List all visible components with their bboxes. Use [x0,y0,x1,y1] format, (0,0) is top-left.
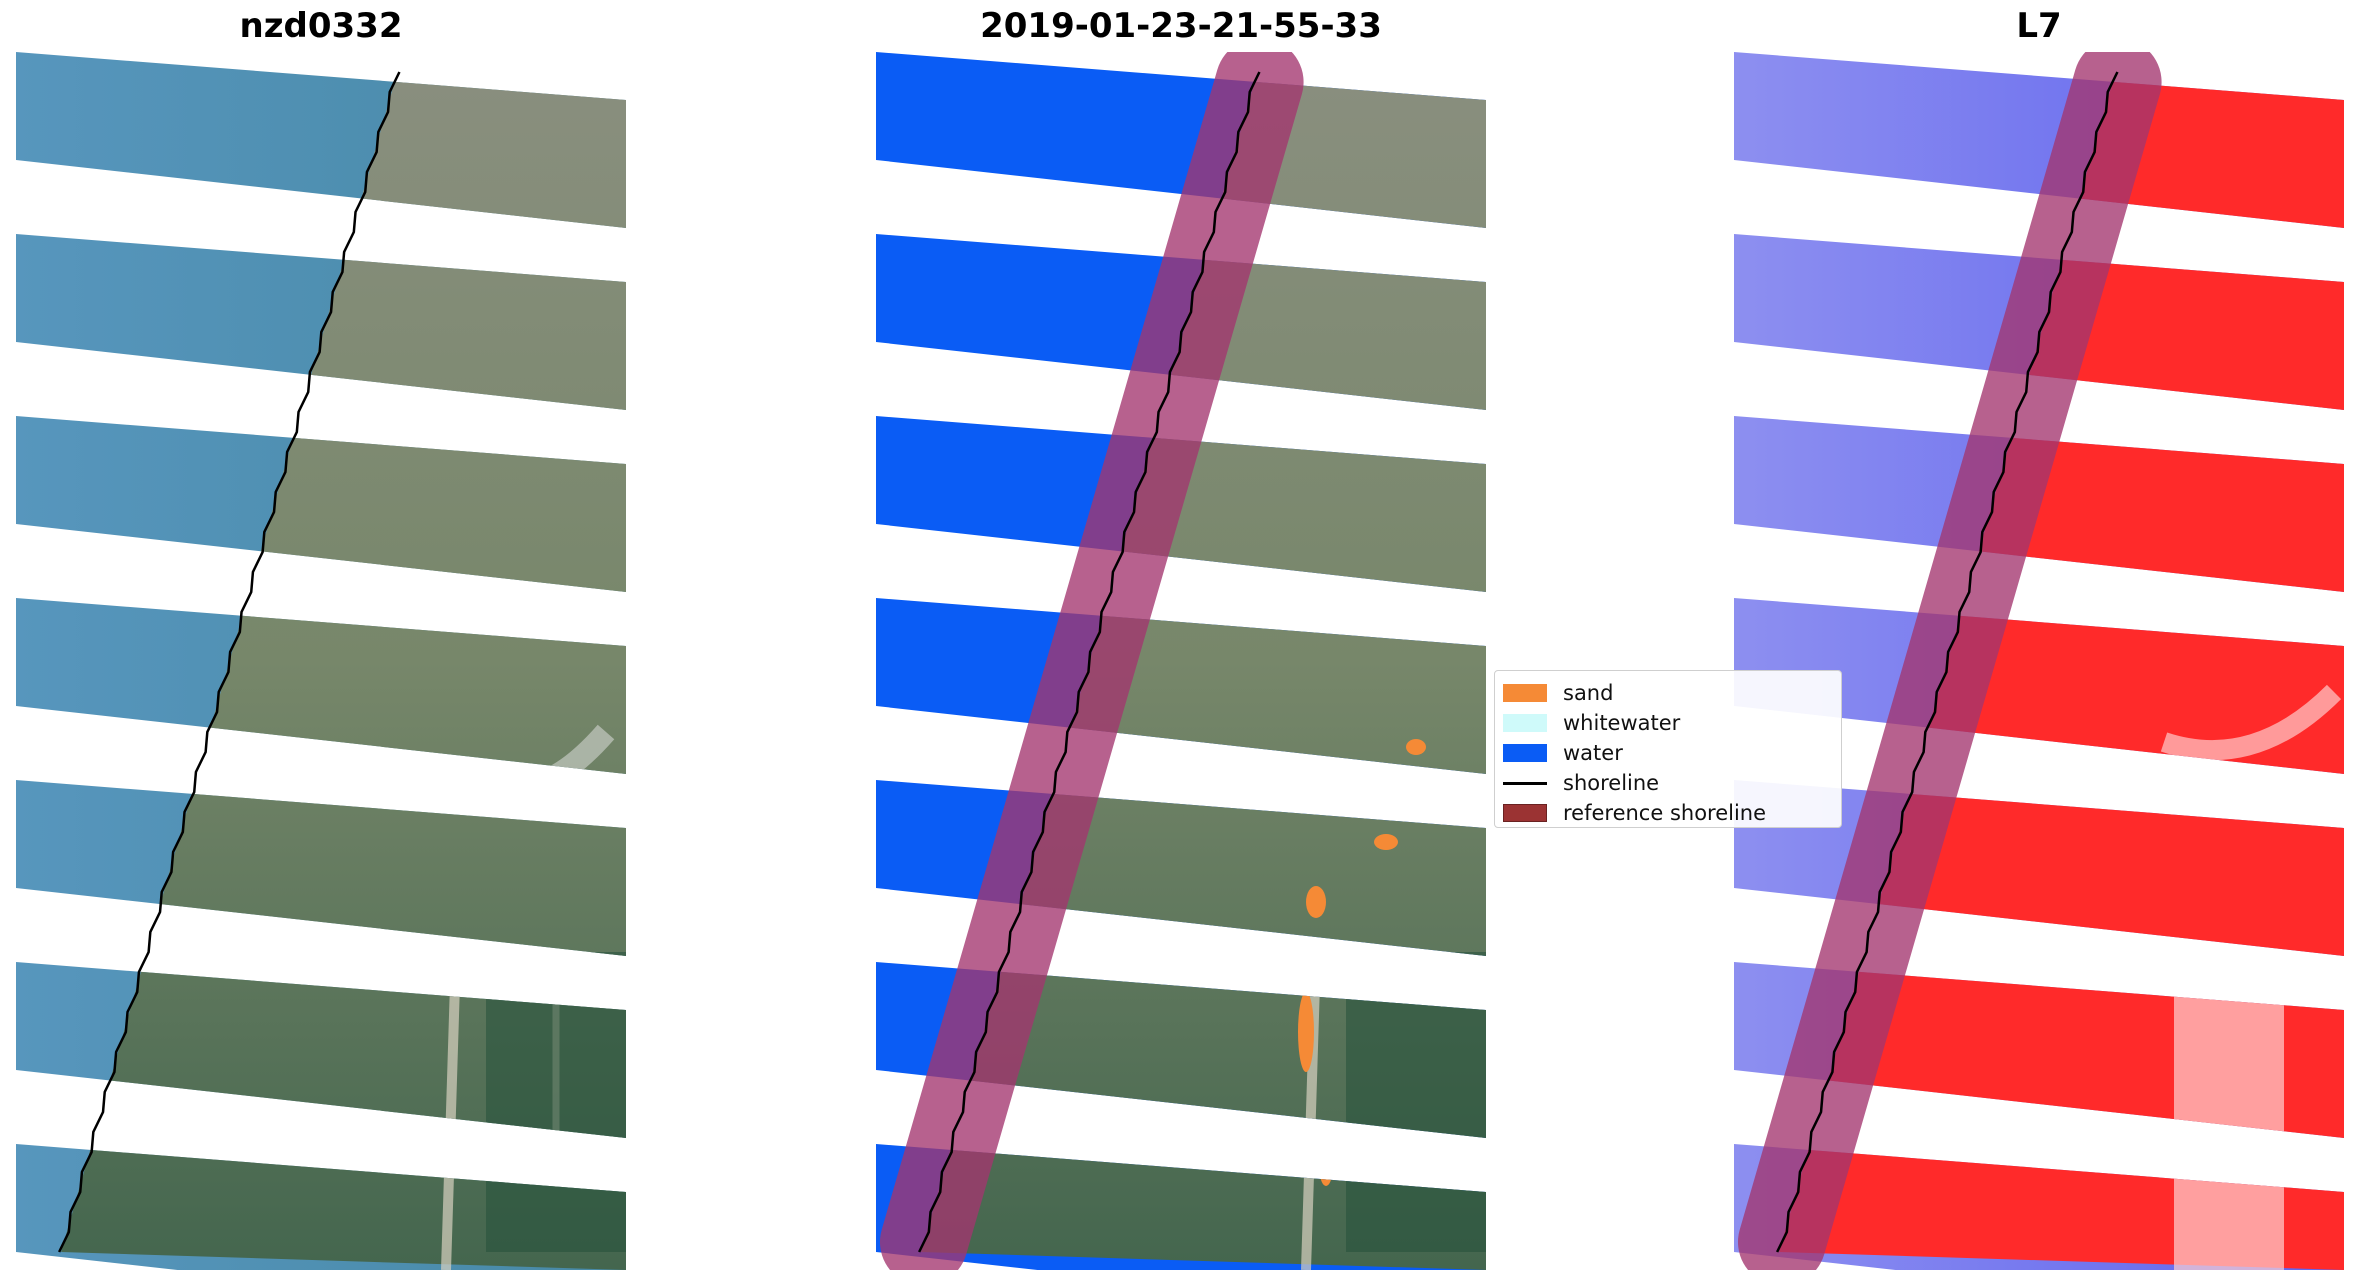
rgb-image-panel [16,52,626,1270]
index-image-panel [1734,52,2344,1270]
reference-shoreline-swatch [1503,804,1547,822]
legend-label: sand [1563,681,1614,705]
forest-area [1346,952,1486,1252]
panel-title-index: L7 [2016,6,2062,46]
reference-shoreline-buffer [1737,52,2162,1270]
sand-patch [1306,886,1326,918]
sand-patch [1298,992,1314,1072]
panel-title-classified: 2019-01-23-21-55-33 [980,6,1382,46]
shoreline [918,71,1261,1253]
legend-label: reference shoreline [1563,801,1767,825]
sand-patch [1320,1158,1332,1186]
road [1301,951,1321,1270]
legend-label: whitewater [1563,711,1681,735]
reference-shoreline-buffer [879,52,1304,1270]
bright-area [2174,952,2284,1270]
bright-area [2160,684,2342,761]
legend-item-sand: sand [1495,678,1841,708]
sand-patch [1374,834,1398,850]
forest-area [486,952,626,1252]
road [441,951,461,1270]
legend: sand whitewater water shoreline referenc… [1494,670,1842,828]
classified-image [876,52,1486,1270]
shoreline [58,71,401,1253]
legend-item-shoreline: shoreline [1495,768,1841,798]
sand-patch [1406,739,1426,755]
shoreline-line-swatch [1503,774,1547,792]
legend-label: shoreline [1563,771,1660,795]
panel-title-rgb: nzd0332 [239,6,403,46]
classified-image-panel [876,52,1486,1270]
legend-item-whitewater: whitewater [1495,708,1841,738]
rgb-image [16,52,626,1270]
index-image [1734,52,2344,1270]
sand-swatch [1503,684,1547,702]
water-swatch [1503,744,1547,762]
legend-item-reference-shoreline: reference shoreline [1495,798,1841,827]
legend-label: water [1563,741,1623,765]
whitewater-swatch [1503,714,1547,732]
legend-item-water: water [1495,738,1841,768]
shoreline [1776,71,2119,1253]
